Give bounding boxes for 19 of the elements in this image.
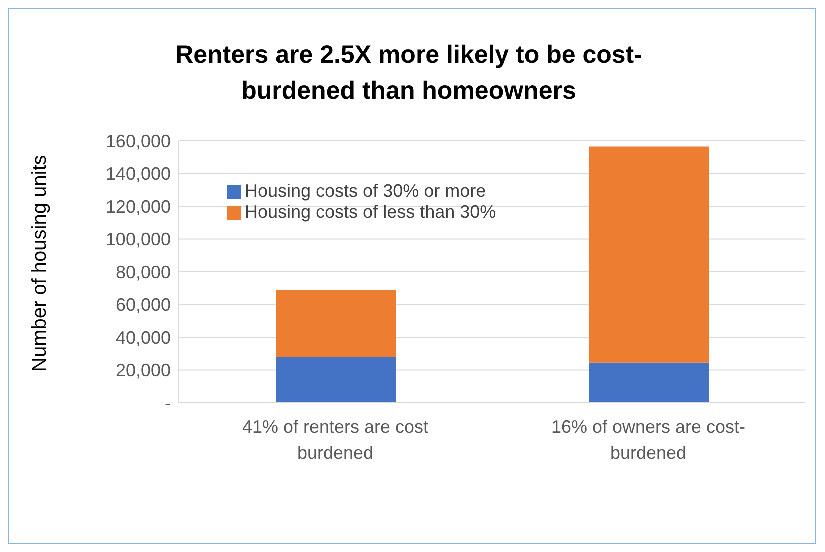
legend-label: Housing costs of 30% or more bbox=[245, 181, 486, 201]
y-tick-label: 100,000 bbox=[106, 230, 171, 250]
y-tick-label: 160,000 bbox=[106, 131, 171, 152]
legend-label: Housing costs of less than 30% bbox=[245, 202, 496, 222]
y-tick-label: 60,000 bbox=[116, 295, 171, 316]
x-tick-label: 16% of owners are cost-burdened bbox=[551, 417, 746, 463]
y-tick-label: 40,000 bbox=[116, 328, 171, 348]
bar bbox=[276, 357, 396, 403]
y-tick-label: 20,000 bbox=[116, 360, 171, 381]
chart-title: Renters are 2.5X more likely to be cost-burdened than homeowners bbox=[174, 40, 644, 107]
bar bbox=[276, 290, 396, 358]
y-tick-label: 80,000 bbox=[116, 262, 171, 282]
x-tick-label: 41% of renters are cost burdened bbox=[242, 417, 429, 463]
y-tick-label: 120,000 bbox=[106, 196, 171, 217]
bar bbox=[589, 146, 709, 363]
bar bbox=[589, 362, 709, 403]
y-tick-label: - bbox=[165, 393, 171, 414]
y-tick-label: 140,000 bbox=[106, 164, 171, 184]
y-axis-title: Number of housing units bbox=[29, 155, 52, 372]
